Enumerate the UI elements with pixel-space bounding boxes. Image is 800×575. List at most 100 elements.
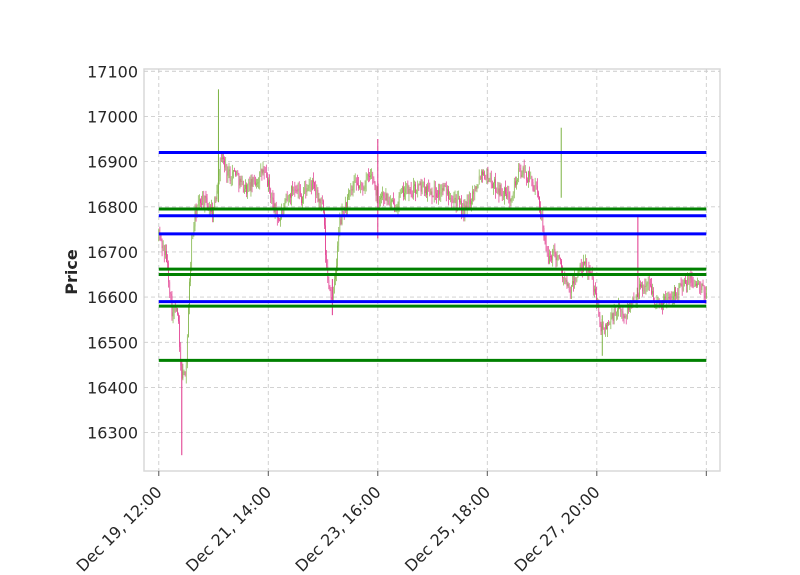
candle-body <box>392 200 393 201</box>
candle-body <box>483 172 484 175</box>
candle-body <box>218 175 220 185</box>
candle-body <box>381 195 382 198</box>
candle-body <box>687 277 688 286</box>
candle-body <box>665 296 667 301</box>
candle-body <box>415 184 416 194</box>
candle-body <box>305 188 307 193</box>
candle-body <box>291 186 292 198</box>
candle-body <box>693 285 695 287</box>
candle-body <box>169 282 171 294</box>
candle-body <box>639 284 640 298</box>
y-tick-label: 16300 <box>87 424 138 443</box>
candle-body <box>608 322 609 326</box>
candle-body <box>442 188 444 191</box>
candle-body <box>556 257 558 261</box>
candle-body <box>203 195 205 205</box>
candle-body <box>178 314 179 322</box>
candle-body <box>447 189 448 195</box>
candle-body <box>228 169 230 172</box>
candle-body <box>510 199 512 202</box>
candle-body <box>620 308 622 312</box>
candle-body <box>496 191 498 193</box>
candle-body <box>310 183 312 190</box>
candle-body <box>163 245 165 256</box>
candle-body <box>551 256 552 261</box>
candle-body <box>239 178 241 186</box>
candle-body <box>262 169 264 174</box>
candle-body <box>699 282 701 287</box>
candle-body <box>651 285 652 294</box>
candle-body <box>189 281 190 308</box>
candle-body <box>450 198 451 200</box>
y-axis-title: Price <box>62 249 81 295</box>
candle-body <box>410 189 412 194</box>
candle-body <box>349 189 351 194</box>
support-resistance-lines <box>158 151 707 362</box>
candle-body <box>622 311 624 315</box>
candle-body <box>170 293 172 296</box>
candle-body <box>380 197 381 200</box>
candle-body <box>576 277 578 282</box>
candle-body <box>374 181 376 187</box>
candle-body <box>546 250 548 254</box>
candle-body <box>316 189 318 196</box>
grid <box>144 69 720 471</box>
candle-body <box>429 189 431 195</box>
y-tick-label: 16900 <box>87 153 138 172</box>
candle-body <box>553 248 555 250</box>
candle-body <box>486 169 488 179</box>
candle-body <box>342 211 344 213</box>
candle-body <box>318 198 320 202</box>
candle-body <box>223 157 224 159</box>
candle-body <box>371 174 372 176</box>
candle-body <box>676 293 677 297</box>
candle-body <box>183 371 185 373</box>
candle-body <box>448 189 449 199</box>
candle-body <box>472 191 473 202</box>
candle-body <box>533 189 535 192</box>
candle-body <box>417 184 419 193</box>
candle-body <box>230 179 232 181</box>
candle-body <box>369 176 370 177</box>
candle-body <box>347 197 348 208</box>
candle-body <box>453 199 455 203</box>
candle-body <box>177 308 178 315</box>
candle-body <box>162 245 164 249</box>
candle-body <box>338 234 340 246</box>
candle-body <box>564 277 566 282</box>
candle-body <box>430 191 432 195</box>
candle-body <box>504 187 505 197</box>
candle-body <box>307 188 309 192</box>
x-tick-label: Dec 25, 18:00 <box>401 482 494 575</box>
candle-body <box>434 186 436 194</box>
candle-body <box>216 191 218 200</box>
candle-body <box>678 285 680 296</box>
candle-body <box>605 324 606 330</box>
candle-body <box>674 287 675 297</box>
candle-body <box>399 193 401 196</box>
candle-body <box>317 189 319 202</box>
candle-body <box>695 283 696 286</box>
candle-body <box>670 298 672 300</box>
candle-body <box>537 186 538 193</box>
candle-body <box>436 193 437 197</box>
candle-body <box>598 299 600 316</box>
candle-body <box>591 274 593 280</box>
candle-body <box>575 277 577 282</box>
x-tick-label: Dec 19, 12:00 <box>72 482 165 575</box>
candle-body <box>330 289 332 298</box>
candle-body <box>586 261 588 273</box>
candle-body <box>653 291 654 302</box>
candle-body <box>478 176 480 185</box>
candle-body <box>391 200 392 202</box>
candle-body <box>267 177 268 187</box>
candle-body <box>607 322 608 330</box>
candle-body <box>616 311 617 316</box>
candle-body <box>508 191 510 200</box>
candle-body <box>484 172 485 179</box>
candle-body <box>704 292 706 298</box>
candle-body <box>671 299 673 301</box>
candle-body <box>234 170 235 172</box>
candle-body <box>354 180 356 182</box>
candle-body <box>385 193 387 201</box>
